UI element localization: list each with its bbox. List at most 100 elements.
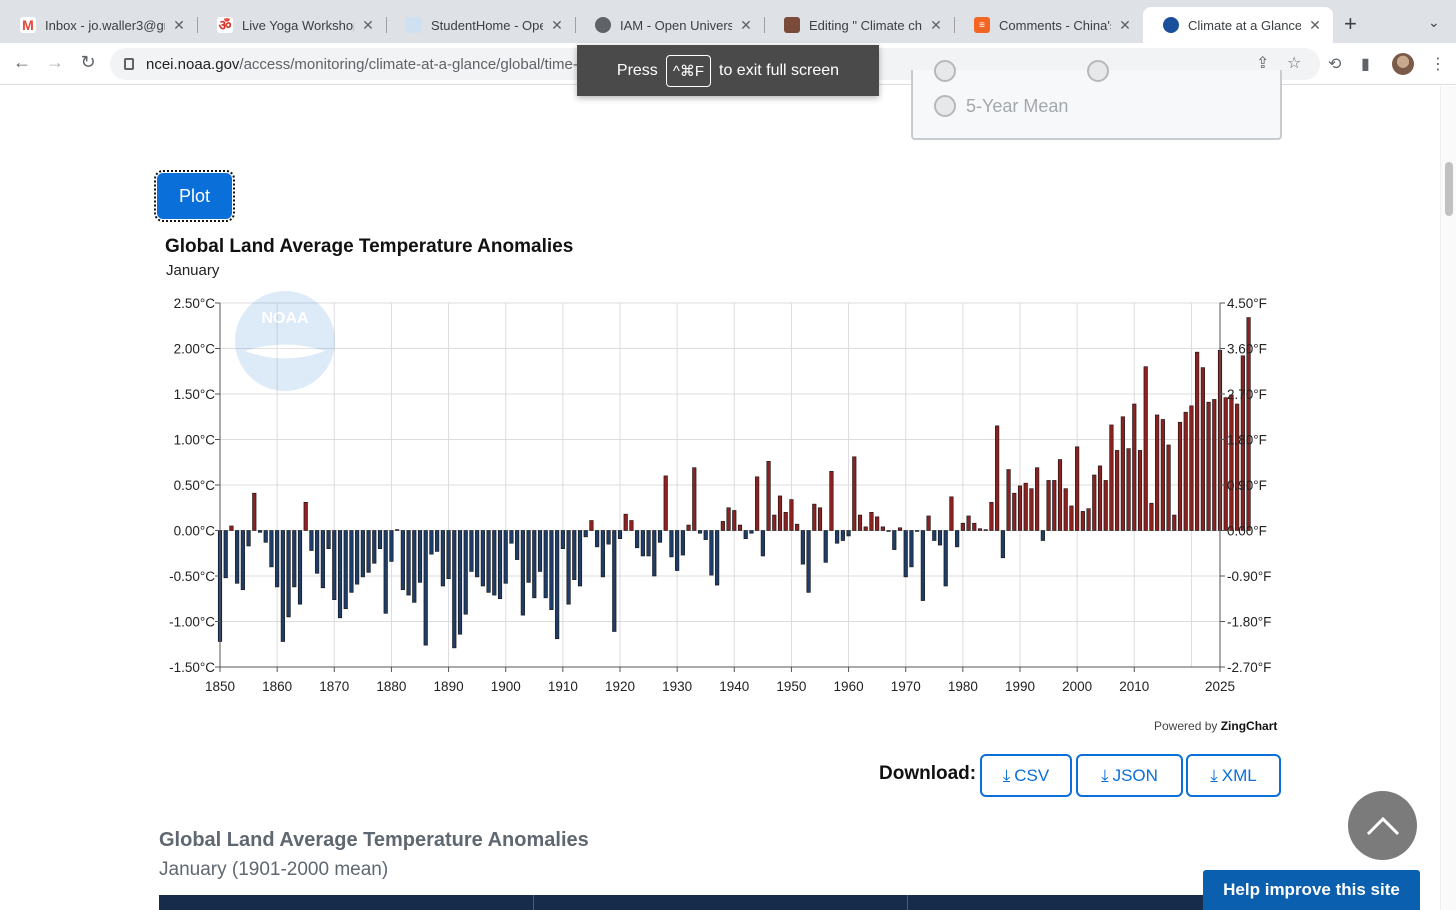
tab-strip: M Inbox - jo.waller3@gmail.com ✕ ॐ Live … (0, 0, 1456, 43)
bar-1891 (452, 530, 457, 649)
bar-1876 (366, 530, 371, 573)
bar-1996 (1052, 480, 1057, 531)
bar-1871 (337, 530, 343, 619)
bar-1883 (406, 530, 411, 596)
bar-2017 (1172, 514, 1177, 531)
bar-1974 (926, 515, 931, 531)
bar-1893 (463, 530, 468, 615)
bar-1997 (1057, 459, 1063, 531)
forward-arrow-icon[interactable]: → (46, 52, 64, 72)
close-icon[interactable]: ✕ (740, 16, 752, 33)
bar-1869 (326, 530, 331, 550)
x-tick-label: 1890 (434, 679, 464, 694)
noaa-watermark-bird (245, 344, 325, 359)
x-tick-label: 2025 (1205, 679, 1235, 694)
bar-2030 (1246, 317, 1251, 531)
download-csv-button[interactable]: ⤓ CSV (980, 754, 1072, 797)
fullscreen-notice: Press ^⌘F to exit full screen (577, 45, 879, 96)
close-icon[interactable]: ✕ (551, 16, 563, 33)
bar-1939 (726, 507, 731, 531)
download-icon: ⤓ (1002, 765, 1011, 785)
bar-1938 (720, 521, 725, 531)
bar-1951 (795, 523, 800, 531)
bar-1940 (732, 510, 737, 531)
close-icon[interactable]: ✕ (362, 16, 374, 33)
bar-1900 (503, 530, 508, 584)
close-icon[interactable]: ✕ (173, 16, 185, 33)
bar-2029 (1240, 355, 1245, 531)
y-tick-label-right: 2.70°F (1227, 387, 1267, 402)
tab-climate-at-a-glance[interactable]: Climate at a Glance | NOAA ✕ (1143, 7, 1333, 43)
x-tick-label: 1870 (319, 679, 349, 694)
back-to-top-button[interactable] (1348, 791, 1417, 860)
bar-1936 (709, 530, 714, 576)
xml-label: XML (1221, 765, 1257, 785)
x-tick-label: 1950 (776, 679, 806, 694)
tab-iam[interactable]: IAM - Open University ✕ (575, 7, 765, 43)
bar-2027 (1229, 394, 1234, 531)
radio-option-above-right[interactable] (1087, 60, 1109, 82)
y-tick-label-left: 1.00°C (174, 433, 216, 448)
download-icon: ⤓ (1101, 765, 1109, 785)
bar-1864 (297, 530, 303, 605)
reload-icon[interactable]: ↻ (80, 52, 96, 72)
bar-2010 (1132, 403, 1137, 531)
zingchart-link[interactable]: ZingChart (1220, 719, 1278, 733)
tab-studenthome[interactable]: StudentHome - Open University ✕ (386, 7, 576, 43)
menu-kebab-icon[interactable]: ⋮ (1430, 56, 1446, 73)
new-tab-button[interactable]: + (1344, 11, 1357, 36)
five-year-mean-radio[interactable] (934, 95, 956, 117)
bar-2021 (1195, 351, 1200, 531)
download-icon: ⤓ (1210, 765, 1218, 785)
bar-1998 (1063, 488, 1068, 531)
x-axis-labels: 1850 1860 1870 1880 1890 1900 1910 1920 1930 1940… (205, 679, 1235, 694)
bar-1855 (246, 530, 251, 547)
download-json-button[interactable]: ⤓ JSON (1076, 754, 1183, 797)
tab-yoga[interactable]: ॐ Live Yoga Workshops ✕ (197, 7, 387, 43)
share-icon[interactable]: ⇪ (1256, 55, 1270, 72)
tab-gmail[interactable]: M Inbox - jo.waller3@gmail.com ✕ (0, 7, 198, 43)
page-scrollbar[interactable] (1440, 86, 1456, 910)
radio-option-above[interactable] (934, 60, 956, 82)
powered-by-prefix: Powered by (1154, 719, 1218, 733)
extension-icon[interactable]: ⟲ (1328, 56, 1342, 73)
tab-search-icon[interactable]: ⌄ (1428, 14, 1440, 30)
tab-comments[interactable]: ≡ Comments - China's Top ✕ (954, 7, 1143, 43)
bar-1984 (983, 529, 988, 531)
bar-1913 (577, 530, 583, 587)
bar-1861 (280, 530, 285, 642)
bar-1896 (480, 530, 485, 587)
bar-1898 (492, 530, 497, 596)
scrollbar-thumb[interactable] (1445, 162, 1453, 216)
bar-1877 (372, 530, 377, 564)
sidepanel-icon[interactable]: ▮ (1361, 56, 1370, 73)
url-host: ncei.noaa.gov (146, 55, 240, 73)
bar-1878 (377, 530, 383, 550)
bar-1987 (1000, 530, 1005, 559)
close-icon[interactable]: ✕ (930, 16, 942, 33)
bar-2009 (1126, 448, 1131, 531)
bar-1866 (309, 530, 314, 551)
download-xml-button[interactable]: ⤓ XML (1186, 754, 1281, 797)
json-label: JSON (1112, 765, 1158, 785)
y-tick-label-right: -2.70°F (1227, 660, 1271, 675)
bar-1865 (303, 501, 308, 531)
close-icon[interactable]: ✕ (1309, 16, 1321, 33)
bar-1874 (355, 530, 360, 585)
bar-1884 (412, 530, 417, 603)
tab-editing[interactable]: Editing " Climate change ✕ (764, 7, 955, 43)
plot-button[interactable]: Plot (154, 170, 235, 222)
y-tick-label-right: 0.00°F (1227, 524, 1267, 539)
close-icon[interactable]: ✕ (1119, 16, 1131, 33)
bar-1988 (1006, 469, 1011, 531)
profile-avatar[interactable] (1392, 53, 1414, 75)
back-arrow-icon[interactable]: ← (13, 52, 31, 72)
x-tick-label: 1940 (719, 679, 749, 694)
bar-1990 (1017, 485, 1023, 531)
star-icon[interactable]: ☆ (1287, 55, 1302, 72)
chevron-up-icon (1366, 816, 1399, 835)
help-improve-button[interactable]: Help improve this site (1203, 870, 1420, 910)
y-tick-label-left: 1.50°C (174, 387, 216, 402)
bar-1853 (235, 530, 240, 584)
bar-1921 (623, 513, 628, 531)
